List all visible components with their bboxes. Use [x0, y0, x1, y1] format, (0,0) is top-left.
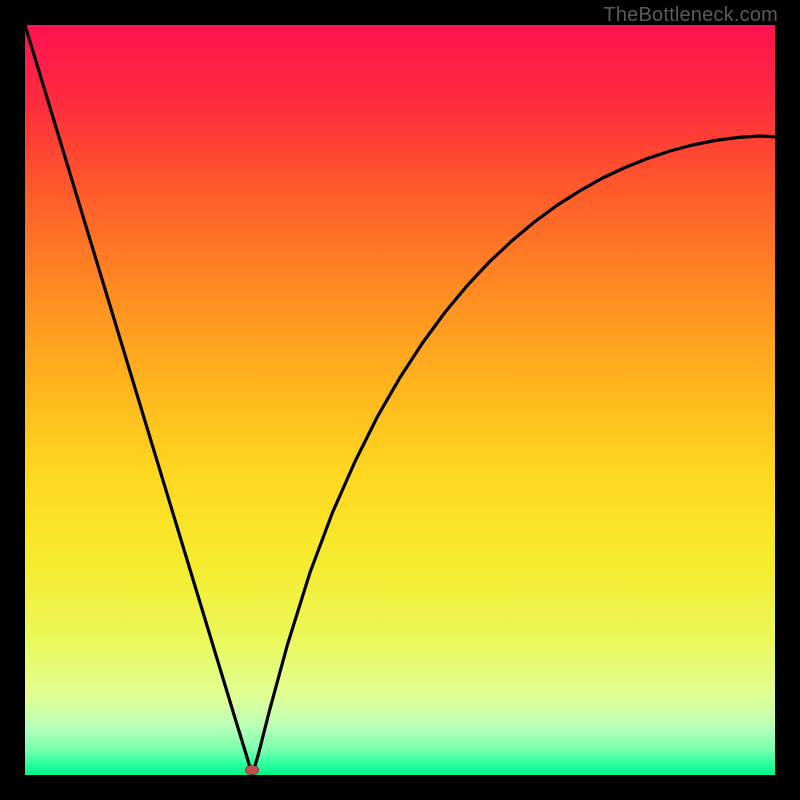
optimum-marker: [245, 765, 259, 775]
chart-plot-area: [25, 25, 775, 775]
bottleneck-curve: [25, 25, 775, 775]
watermark-text: TheBottleneck.com: [603, 4, 778, 27]
